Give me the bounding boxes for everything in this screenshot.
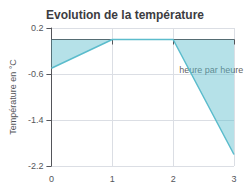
svg-text:0: 0 <box>49 174 54 184</box>
svg-text:-0.6: -0.6 <box>28 69 44 79</box>
svg-text:0.2: 0.2 <box>31 23 44 33</box>
svg-text:-2.2: -2.2 <box>28 161 44 171</box>
svg-text:Température en °C: Température en °C <box>8 59 18 135</box>
svg-text:Evolution de la température: Evolution de la température <box>46 8 204 22</box>
svg-text:1: 1 <box>110 174 115 184</box>
svg-text:3: 3 <box>231 174 236 184</box>
svg-text:-1.4: -1.4 <box>28 115 44 125</box>
svg-text:2: 2 <box>171 174 176 184</box>
